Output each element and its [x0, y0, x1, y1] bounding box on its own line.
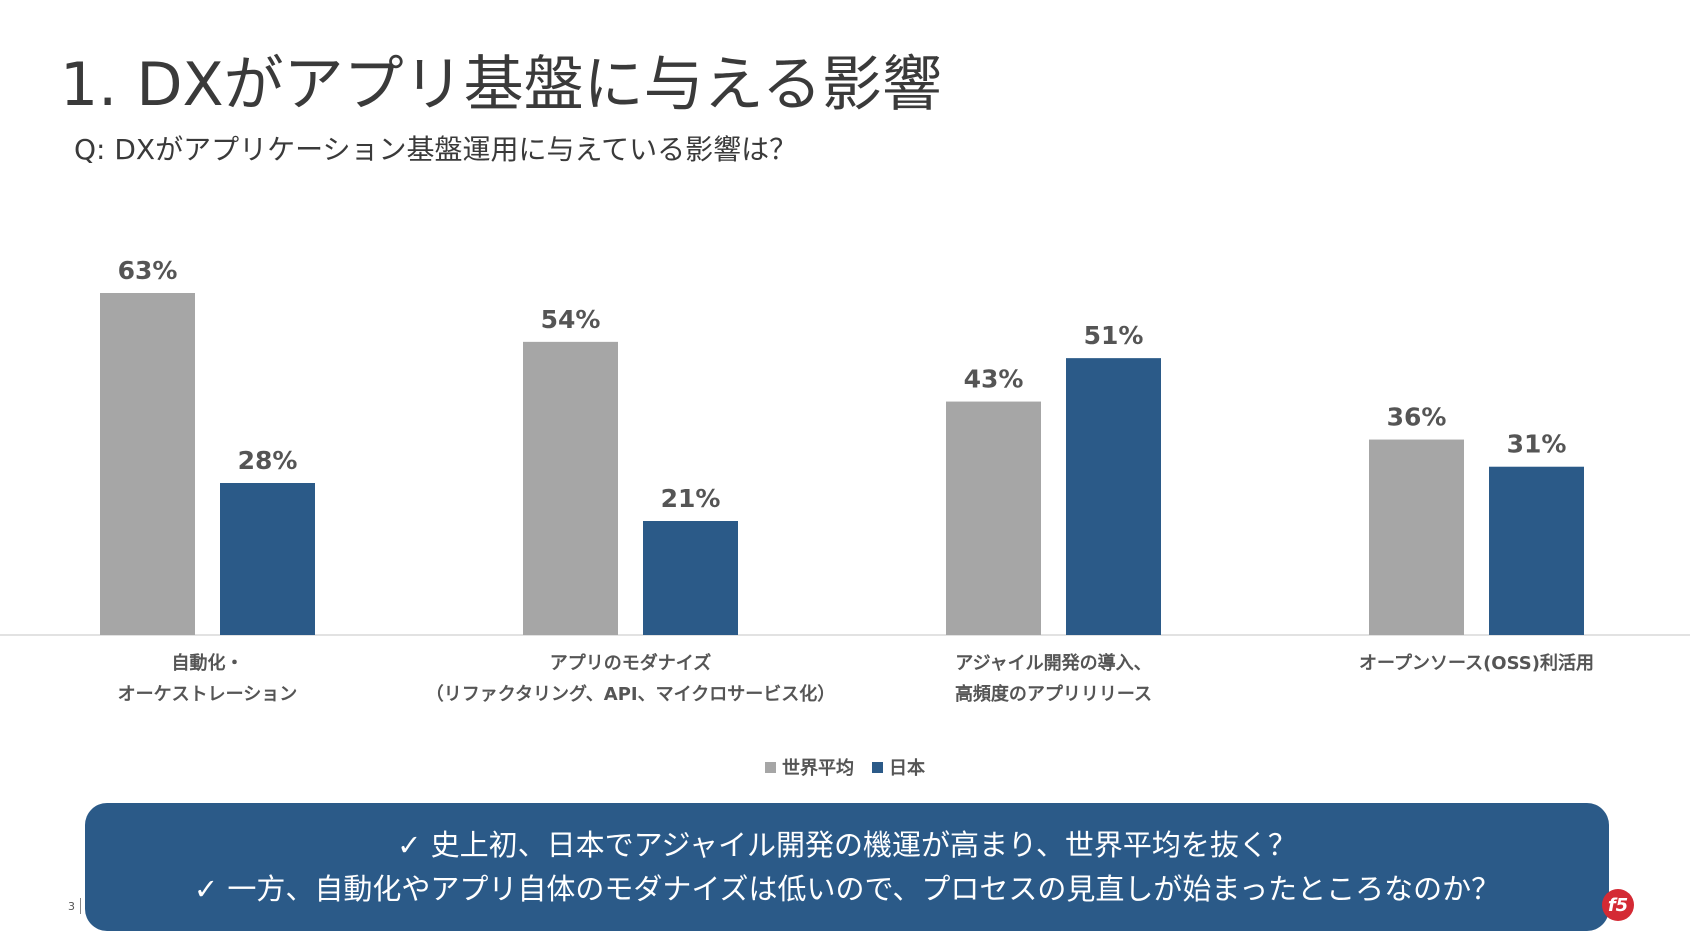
callout-line-1: ✓ 史上初、日本でアジャイル開発の機運が高まり、世界平均を抜く？	[397, 828, 1297, 862]
data-label-japan-2: 51%	[1084, 321, 1144, 350]
data-label-japan-0: 28%	[238, 446, 298, 475]
slide-title: 1. DXがアプリ基盤に与える影響	[60, 50, 942, 120]
category-label-0-1: オーケストレーション	[118, 684, 298, 705]
bar-japan-3	[1489, 466, 1584, 635]
bar-japan-1	[643, 521, 738, 635]
category-label-2-1: 高頻度のアプリリリース	[955, 683, 1152, 705]
callout-line-2: ✓ 一方、自動化やアプリ自体のモダナイズは低いので、プロセスの見直しが始まったと…	[193, 872, 1501, 906]
data-label-world-1: 54%	[541, 305, 601, 334]
legend-item-world: 世界平均	[765, 754, 854, 780]
f5-logo: f5	[1602, 889, 1634, 921]
slide-subtitle: Q: DXがアプリケーション基盤運用に与えている影響は？	[74, 133, 798, 166]
category-label-2-0: アジャイル開発の導入、	[955, 652, 1151, 674]
category-label-0-0: 自動化・	[172, 652, 244, 674]
legend-label-world: 世界平均	[782, 758, 854, 779]
category-label-3-0: オープンソース(OSS)利活用	[1359, 652, 1594, 674]
legend-swatch-japan	[872, 761, 883, 773]
chart-legend: 世界平均 日本	[0, 754, 1690, 780]
legend-item-japan: 日本	[872, 754, 925, 780]
bar-japan-2	[1066, 358, 1161, 635]
legend-swatch-world	[765, 761, 776, 773]
bar-world-0	[100, 293, 195, 635]
data-label-japan-3: 31%	[1507, 430, 1567, 459]
bar-world-1	[523, 341, 618, 635]
data-label-world-0: 63%	[118, 256, 178, 285]
page-number-divider	[80, 898, 81, 914]
page-number: 3	[68, 900, 75, 913]
data-label-japan-1: 21%	[661, 484, 721, 513]
data-label-world-3: 36%	[1387, 403, 1447, 432]
bar-world-2	[946, 401, 1041, 635]
callout-box: ✓ 史上初、日本でアジャイル開発の機運が高まり、世界平均を抜く？ ✓ 一方、自動…	[85, 803, 1609, 931]
bar-world-3	[1369, 439, 1464, 635]
bar-japan-0	[220, 483, 315, 635]
category-label-1-1: （リファクタリング、API、マイクロサービス化）	[426, 683, 835, 705]
category-label-1-0: アプリのモダナイズ	[550, 652, 711, 674]
data-label-world-2: 43%	[964, 365, 1024, 394]
legend-label-japan: 日本	[889, 758, 925, 779]
